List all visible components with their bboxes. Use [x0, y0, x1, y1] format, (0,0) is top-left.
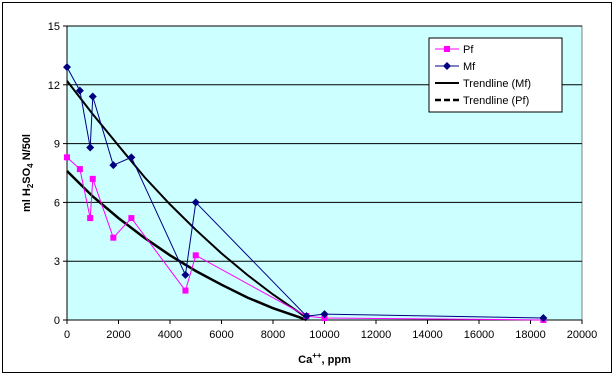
point-mf-8	[302, 312, 311, 321]
point-mf-5	[127, 153, 136, 162]
point-pf-3	[89, 175, 96, 182]
trendlines	[66, 80, 308, 322]
x-tick-label-6000: 6000	[209, 329, 233, 341]
point-pf-5	[128, 215, 135, 222]
point-mf-10	[539, 314, 548, 323]
point-pf-6	[182, 287, 189, 294]
point-mf-2	[86, 143, 95, 152]
point-pf-7	[192, 252, 199, 259]
y-axis-title: ml H2SO4 N/50l	[21, 134, 35, 212]
point-mf-6	[181, 270, 190, 279]
point-mf-0	[63, 63, 71, 72]
x-tick-label-10000: 10000	[309, 329, 340, 341]
axis-titles: Ca++, ppm ml H2SO4 N/50l	[21, 134, 351, 366]
y-tick-label-12: 12	[48, 80, 60, 92]
tick-labels: 0 3 6 9 12 15 0 2000 4000 6000 8000 10000 12000 14000…	[48, 21, 598, 341]
point-mf-1	[75, 86, 84, 95]
point-mf-3	[88, 92, 97, 101]
legend: Pf Mf Trendline (Mf) Trendline (Pf)	[428, 37, 563, 113]
point-pf-0	[64, 154, 70, 161]
x-tick-label-4000: 4000	[158, 329, 182, 341]
legend-label-trendline-mf: Trendline (Mf)	[463, 78, 531, 90]
x-tick-label-20000: 20000	[567, 329, 598, 341]
legend-label-pf: Pf	[463, 44, 474, 56]
point-pf-4	[110, 234, 117, 241]
x-tick-label-16000: 16000	[464, 329, 495, 341]
point-mf-7	[191, 198, 200, 207]
point-mf-4	[109, 161, 118, 170]
x-tick-label-14000: 14000	[412, 329, 443, 341]
legend-box	[428, 37, 563, 113]
x-tick-label-18000: 18000	[515, 329, 546, 341]
legend-marker-mf	[443, 62, 451, 70]
trendline-1	[66, 170, 307, 322]
y-tick-label-15: 15	[48, 21, 60, 33]
point-pf-2	[87, 215, 94, 222]
x-tick-label-0: 0	[64, 329, 70, 341]
x-tick-label-12000: 12000	[361, 329, 392, 341]
legend-label-trendline-pf: Trendline (Pf)	[463, 95, 529, 107]
y-tick-label-6: 6	[54, 197, 60, 209]
x-axis-title: Ca++, ppm	[298, 351, 351, 366]
x-tick-label-8000: 8000	[261, 329, 285, 341]
data-series	[63, 63, 548, 323]
trendline-0	[66, 80, 308, 319]
y-tick-label-9: 9	[54, 139, 60, 151]
legend-label-mf: Mf	[463, 61, 476, 73]
point-pf-1	[76, 166, 83, 173]
point-mf-9	[320, 310, 329, 319]
y-tick-label-3: 3	[54, 256, 60, 268]
x-tick-label-2000: 2000	[106, 329, 130, 341]
y-tick-label-0: 0	[54, 315, 60, 327]
legend-marker-pf	[444, 46, 450, 52]
